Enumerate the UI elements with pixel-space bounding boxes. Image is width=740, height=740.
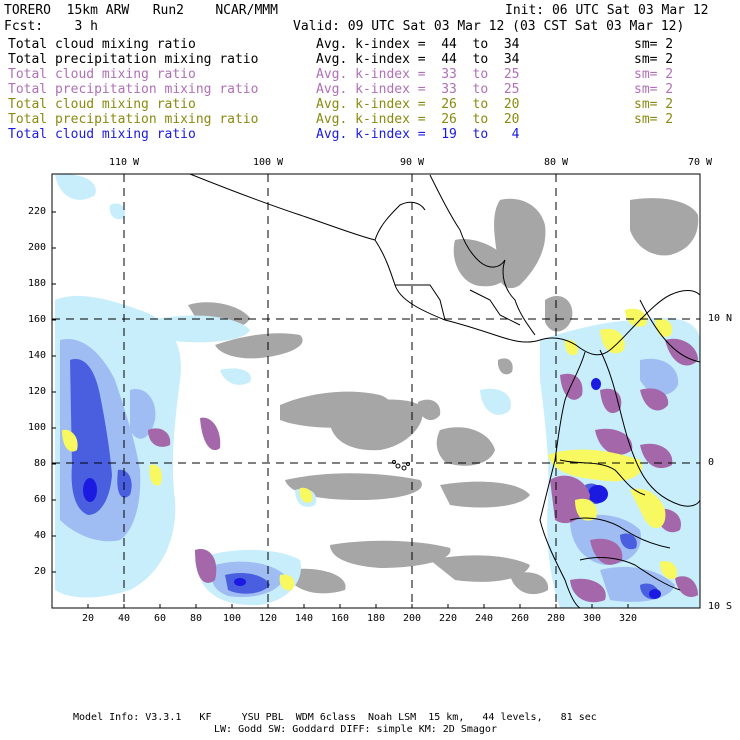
- field-shading: [52, 174, 700, 608]
- legend-sm-4: sm= 2: [634, 97, 674, 112]
- lat-lon-grid: [52, 174, 700, 608]
- purple-areas: [148, 338, 698, 603]
- top-lon-label-0: 110 W: [108, 157, 140, 168]
- bottom-tick-100: 100: [222, 613, 242, 624]
- legend-kindex-3: Avg. k-index = 33 to 25: [316, 82, 520, 97]
- legend-sm-1: sm= 2: [634, 52, 674, 67]
- legend-field-6: Total cloud mixing ratio: [8, 127, 196, 142]
- bottom-tick-160: 160: [330, 613, 350, 624]
- init-time: Init: 06 UTC Sat 03 Mar 12: [505, 3, 709, 18]
- left-tick-60: 60: [33, 494, 46, 505]
- bottom-tick-240: 240: [474, 613, 494, 624]
- legend-field-1: Total precipitation mixing ratio: [8, 52, 259, 67]
- axis-tickmarks: [52, 211, 629, 608]
- valid-time: Valid: 09 UTC Sat 03 Mar 12 (03 CST Sat …: [293, 19, 685, 34]
- legend-kindex-6: Avg. k-index = 19 to 4: [316, 127, 520, 142]
- model-info: Model Info: V3.3.1 KF YSU PBL WDM 6class…: [73, 712, 597, 723]
- top-lon-label-1: 100 W: [252, 157, 284, 168]
- model-title: TORERO 15km ARW Run2 NCAR/MMM: [4, 3, 278, 18]
- left-tick-200: 200: [27, 242, 46, 253]
- legend-field-0: Total cloud mixing ratio: [8, 37, 196, 52]
- legend-kindex-0: Avg. k-index = 44 to 34: [316, 37, 520, 52]
- legend-kindex-5: Avg. k-index = 26 to 20: [316, 112, 520, 127]
- legend-sm-2: sm= 2: [634, 67, 674, 82]
- left-tick-180: 180: [27, 278, 46, 289]
- bottom-tick-140: 140: [294, 613, 314, 624]
- bottom-tick-20: 20: [81, 613, 95, 624]
- coastlines: [189, 174, 700, 608]
- bottom-tick-180: 180: [366, 613, 386, 624]
- bottom-tick-40: 40: [117, 613, 131, 624]
- legend-kindex-4: Avg. k-index = 26 to 20: [316, 97, 520, 112]
- top-lon-label-3: 80 W: [543, 157, 569, 168]
- legend-field-4: Total cloud mixing ratio: [8, 97, 196, 112]
- forecast-hour: Fcst: 3 h: [4, 19, 98, 34]
- bottom-tick-120: 120: [258, 613, 278, 624]
- right-lat-label-1: 0: [708, 457, 715, 468]
- top-lon-label-4: 70 W: [687, 157, 713, 168]
- right-lat-label-0: 10 N: [708, 313, 733, 324]
- left-tick-120: 120: [27, 386, 46, 397]
- bottom-tick-260: 260: [510, 613, 530, 624]
- right-lat-label-2: 10 S: [708, 601, 733, 612]
- physics-info: LW: Godd SW: Goddard DIFF: simple KM: 2D…: [214, 724, 497, 735]
- left-tick-80: 80: [33, 458, 46, 469]
- deep-blue-areas: [83, 378, 661, 599]
- legend-sm-5: sm= 2: [634, 112, 674, 127]
- left-tick-140: 140: [27, 350, 46, 361]
- legend-sm-0: sm= 2: [634, 37, 674, 52]
- bottom-tick-200: 200: [402, 613, 422, 624]
- bottom-tick-300: 300: [582, 613, 602, 624]
- legend-kindex-1: Avg. k-index = 44 to 34: [316, 52, 520, 67]
- left-tick-40: 40: [33, 530, 46, 541]
- top-lon-label-2: 90 W: [399, 157, 425, 168]
- legend-sm-3: sm= 2: [634, 82, 674, 97]
- legend-kindex-2: Avg. k-index = 33 to 25: [316, 67, 520, 82]
- bottom-tick-60: 60: [153, 613, 167, 624]
- left-tick-20: 20: [33, 566, 46, 577]
- left-tick-220: 220: [27, 206, 46, 217]
- bottom-tick-80: 80: [189, 613, 203, 624]
- bottom-tick-320: 320: [618, 613, 638, 624]
- left-tick-160: 160: [27, 314, 46, 325]
- left-tick-100: 100: [27, 422, 46, 433]
- legend-field-5: Total precipitation mixing ratio: [8, 112, 259, 127]
- bottom-tick-220: 220: [438, 613, 458, 624]
- legend-field-3: Total precipitation mixing ratio: [8, 82, 259, 97]
- galapagos-islands: [392, 460, 410, 471]
- legend-field-2: Total cloud mixing ratio: [8, 67, 196, 82]
- bottom-tick-280: 280: [546, 613, 566, 624]
